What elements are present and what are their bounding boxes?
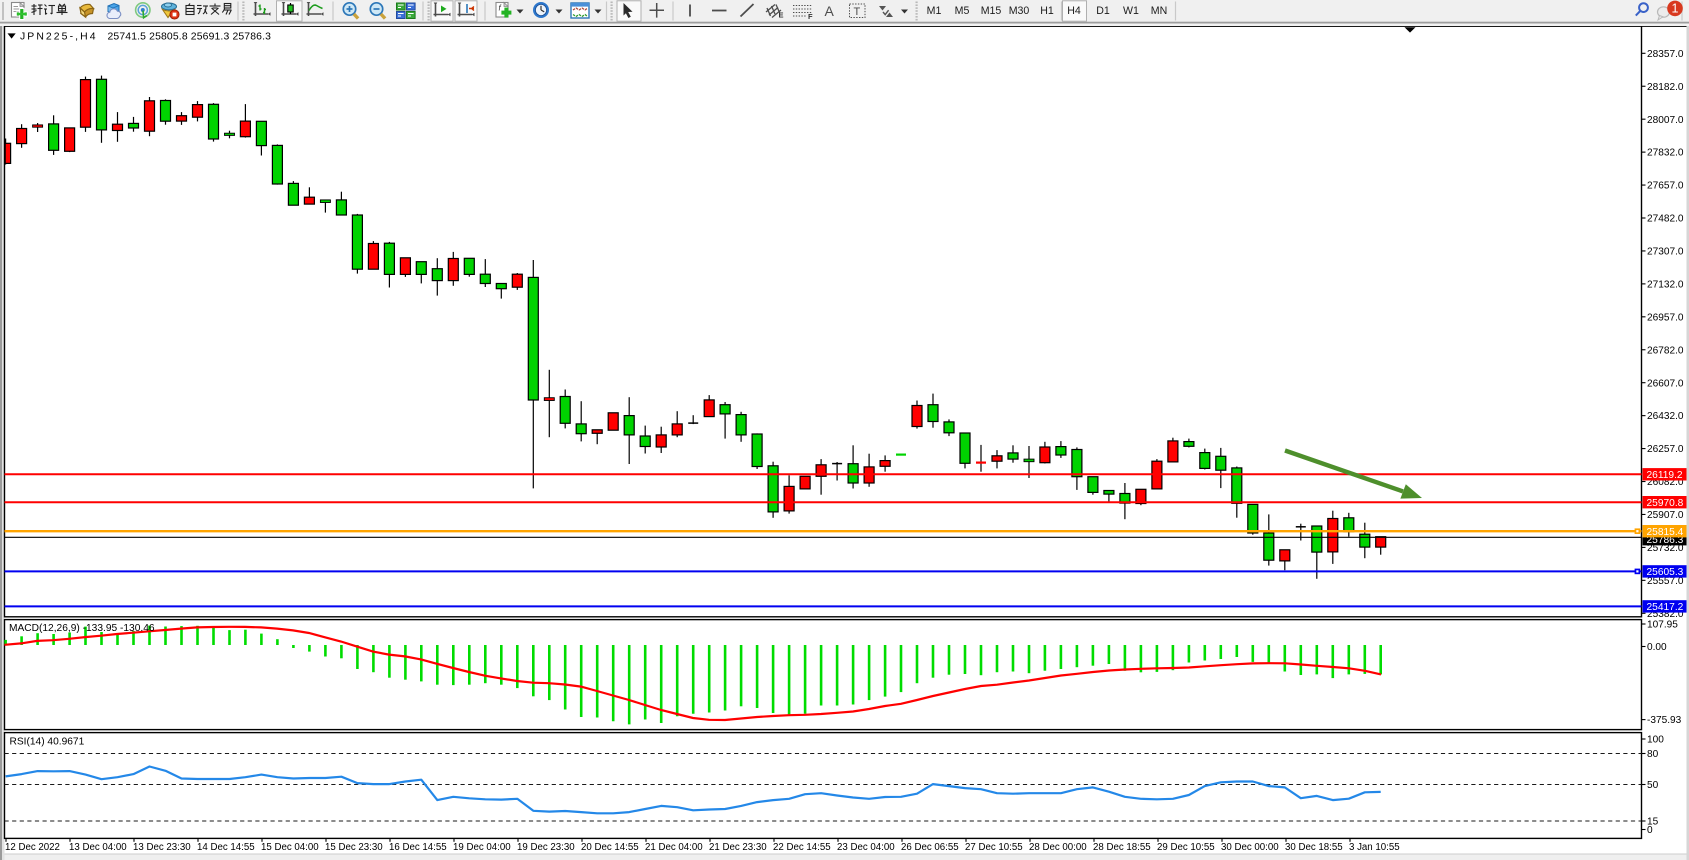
svg-text:M15: M15 xyxy=(981,5,1002,17)
svg-text:50: 50 xyxy=(1647,780,1659,791)
svg-text:80: 80 xyxy=(1647,749,1659,760)
svg-text:E: E xyxy=(779,11,784,20)
svg-text:A: A xyxy=(825,3,835,19)
svg-text:28182.0: 28182.0 xyxy=(1647,82,1684,93)
svg-text:RSI(14) 40.9671: RSI(14) 40.9671 xyxy=(10,737,85,748)
svg-text:28 Dec 18:55: 28 Dec 18:55 xyxy=(1093,842,1151,853)
svg-text:25907.0: 25907.0 xyxy=(1647,510,1684,521)
svg-text:26257.0: 26257.0 xyxy=(1647,444,1684,455)
svg-text:29 Dec 10:55: 29 Dec 10:55 xyxy=(1157,842,1215,853)
svg-text:22 Dec 14:55: 22 Dec 14:55 xyxy=(773,842,831,853)
svg-text:W1: W1 xyxy=(1123,5,1139,17)
svg-text:13 Dec 23:30: 13 Dec 23:30 xyxy=(133,842,191,853)
svg-text:28357.0: 28357.0 xyxy=(1647,49,1684,60)
svg-text:JPN225-,H4: JPN225-,H4 xyxy=(20,31,98,42)
svg-text:27307.0: 27307.0 xyxy=(1647,247,1684,258)
svg-text:25970.8: 25970.8 xyxy=(1647,498,1684,509)
svg-text:f: f xyxy=(499,4,502,13)
svg-text:F: F xyxy=(808,12,813,21)
svg-text:26 Dec 06:55: 26 Dec 06:55 xyxy=(901,842,959,853)
svg-text:27657.0: 27657.0 xyxy=(1647,181,1684,192)
svg-text:19 Dec 23:30: 19 Dec 23:30 xyxy=(517,842,575,853)
svg-text:MACD(12,26,9) -133.95 -130.46: MACD(12,26,9) -133.95 -130.46 xyxy=(9,623,155,634)
svg-text:27132.0: 27132.0 xyxy=(1647,280,1684,291)
svg-text:3 Jan 10:55: 3 Jan 10:55 xyxy=(1349,842,1400,853)
svg-text:25741.5 25805.8 25691.3 25786.: 25741.5 25805.8 25691.3 25786.3 xyxy=(108,31,272,42)
svg-text:30 Dec 18:55: 30 Dec 18:55 xyxy=(1285,842,1343,853)
svg-text:27482.0: 27482.0 xyxy=(1647,214,1684,225)
svg-text:H4: H4 xyxy=(1067,5,1081,17)
svg-text:26119.2: 26119.2 xyxy=(1647,470,1683,481)
svg-text:25382.0: 25382.0 xyxy=(1647,609,1684,620)
svg-text:M1: M1 xyxy=(927,5,942,17)
svg-text:27 Dec 10:55: 27 Dec 10:55 xyxy=(965,842,1023,853)
svg-text:15: 15 xyxy=(1647,817,1659,828)
svg-text:20 Dec 14:55: 20 Dec 14:55 xyxy=(581,842,639,853)
svg-text:15 Dec 04:00: 15 Dec 04:00 xyxy=(261,842,319,853)
svg-text:26782.0: 26782.0 xyxy=(1647,345,1684,356)
svg-text:-375.93: -375.93 xyxy=(1647,715,1682,726)
svg-text:28007.0: 28007.0 xyxy=(1647,115,1684,126)
svg-text:MN: MN xyxy=(1151,5,1167,17)
svg-text:M5: M5 xyxy=(955,5,970,17)
svg-text:25605.3: 25605.3 xyxy=(1647,567,1684,578)
svg-text:M30: M30 xyxy=(1009,5,1030,17)
svg-text:15 Dec 23:30: 15 Dec 23:30 xyxy=(325,842,383,853)
svg-text:14 Dec 14:55: 14 Dec 14:55 xyxy=(197,842,255,853)
svg-text:1: 1 xyxy=(1672,2,1679,16)
svg-text:12 Dec 2022: 12 Dec 2022 xyxy=(5,842,60,853)
svg-text:30 Dec 00:00: 30 Dec 00:00 xyxy=(1221,842,1279,853)
svg-text:26957.0: 26957.0 xyxy=(1647,312,1684,323)
svg-text:19 Dec 04:00: 19 Dec 04:00 xyxy=(453,842,511,853)
svg-text:23 Dec 04:00: 23 Dec 04:00 xyxy=(837,842,895,853)
svg-text:0: 0 xyxy=(1647,825,1653,836)
svg-text:26082.0: 26082.0 xyxy=(1647,477,1684,488)
svg-text:28 Dec 00:00: 28 Dec 00:00 xyxy=(1029,842,1087,853)
svg-text:21 Dec 23:30: 21 Dec 23:30 xyxy=(709,842,767,853)
svg-text:H1: H1 xyxy=(1040,5,1054,17)
svg-text:25786.3: 25786.3 xyxy=(1647,535,1684,546)
svg-text:100: 100 xyxy=(1647,735,1664,746)
svg-text:T: T xyxy=(854,6,861,18)
svg-text:25815.4: 25815.4 xyxy=(1647,527,1684,538)
svg-text:13 Dec 04:00: 13 Dec 04:00 xyxy=(69,842,127,853)
svg-text:25417.2: 25417.2 xyxy=(1647,602,1684,613)
svg-text:21 Dec 04:00: 21 Dec 04:00 xyxy=(645,842,703,853)
svg-text:16 Dec 14:55: 16 Dec 14:55 xyxy=(389,842,447,853)
svg-text:0.00: 0.00 xyxy=(1647,642,1667,653)
svg-text:26607.0: 26607.0 xyxy=(1647,378,1684,389)
svg-text:25557.0: 25557.0 xyxy=(1647,576,1684,587)
svg-text:25732.0: 25732.0 xyxy=(1647,543,1684,554)
svg-text:27832.0: 27832.0 xyxy=(1647,148,1684,159)
svg-text:26432.0: 26432.0 xyxy=(1647,411,1684,422)
svg-text:D1: D1 xyxy=(1096,5,1110,17)
svg-text:107.95: 107.95 xyxy=(1647,620,1678,631)
